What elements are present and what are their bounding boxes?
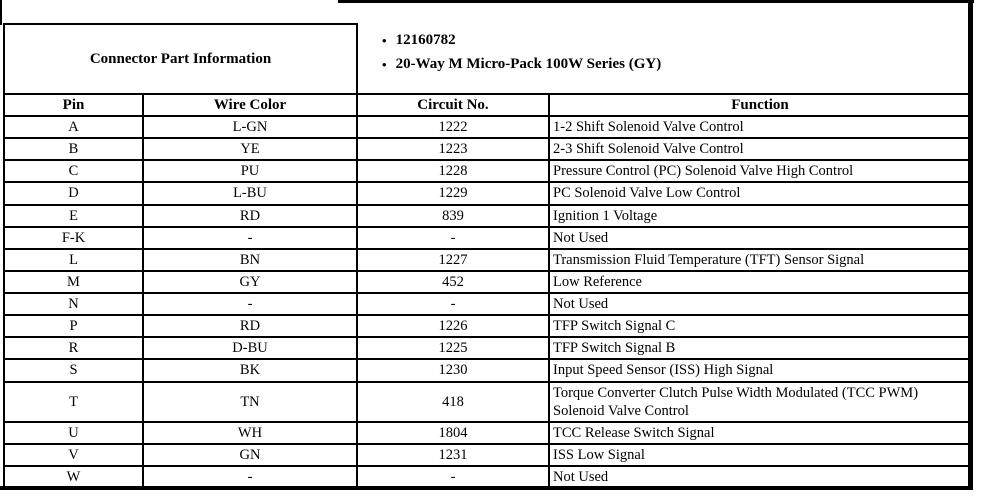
wire-color-cell: - [142, 464, 358, 490]
function-cell: ISS Low Signal [548, 442, 972, 468]
circuit-cell: 1222 [356, 114, 550, 140]
table-row: D L-BU 1229 PC Solenoid Valve Low Control [3, 181, 972, 206]
table-row: N - - Not Used [3, 291, 972, 317]
function-cell: Transmission Fluid Temperature (TFT) Sen… [548, 247, 972, 272]
table-row: M GY 452 Low Reference [3, 269, 972, 295]
pin-cell: U [3, 420, 144, 445]
bullet-item: • 12160782 [382, 32, 968, 49]
function-cell: TFP Switch Signal C [548, 314, 972, 339]
table-row: T TN 418 Torque Converter Clutch Pulse Widt… [3, 380, 972, 423]
table-row: L BN 1227 Transmission Fluid Temperature (T… [3, 247, 972, 272]
function-cell: PC Solenoid Valve Low Control [548, 181, 972, 206]
bullet-icon: • [382, 57, 387, 72]
wire-color-cell: YE [142, 137, 358, 162]
wire-color-cell: RD [142, 203, 358, 228]
circuit-cell: - [356, 291, 550, 317]
pin-cell: L [3, 247, 144, 272]
table-row: P RD 1226 TFP Switch Signal C [3, 314, 972, 339]
pin-cell: R [3, 336, 144, 361]
pin-column-header: Pin [3, 93, 144, 117]
pin-cell: M [3, 269, 144, 295]
circuit-cell: 452 [356, 269, 550, 295]
wire-color-cell: - [142, 291, 358, 317]
pin-cell: S [3, 358, 144, 383]
wire-color-cell: RD [142, 314, 358, 339]
wire-color-cell: GY [142, 269, 358, 295]
bullet-text: 12160782 [395, 32, 456, 48]
bullet-text: 20-Way M Micro-Pack 100W Series (GY) [395, 56, 662, 72]
function-cell: Not Used [548, 225, 972, 250]
table-row: R D-BU 1225 TFP Switch Signal B [3, 336, 972, 361]
pin-cell: N [3, 291, 144, 317]
circuit-cell: 1229 [356, 181, 550, 206]
connector-part-info-cell: Connector Part Information [3, 23, 358, 93]
wire-color-cell: PU [142, 159, 358, 184]
function-column-header: Function [548, 93, 972, 117]
pin-cell: W [3, 464, 144, 490]
circuit-cell: 1228 [356, 159, 550, 184]
circuit-cell: 1225 [356, 336, 550, 361]
bullet-item: • 20-Way M Micro-Pack 100W Series (GY) [382, 56, 968, 73]
table-row: S BK 1230 Input Speed Sensor (ISS) High Sig… [3, 358, 972, 383]
circuit-cell: 1231 [356, 442, 550, 468]
circuit-cell: 1223 [356, 137, 550, 162]
wire-color-cell: TN [142, 380, 358, 423]
wire-color-cell: WH [142, 420, 358, 445]
table-row: U WH 1804 TCC Release Switch Signal [3, 420, 972, 445]
pin-cell: B [3, 137, 144, 162]
circuit-cell: - [356, 464, 550, 490]
wire-color-cell: L-GN [142, 114, 358, 140]
pin-cell: C [3, 159, 144, 184]
function-cell: Torque Converter Clutch Pulse Width Modu… [548, 380, 972, 423]
cropped-left-border [0, 0, 2, 25]
circuit-no-column-header: Circuit No. [356, 93, 550, 117]
pin-cell: D [3, 181, 144, 206]
wire-color-cell: BK [142, 358, 358, 383]
circuit-cell: 1804 [356, 420, 550, 445]
wire-color-cell: L-BU [142, 181, 358, 206]
pin-cell: E [3, 203, 144, 228]
table-row: V GN 1231 ISS Low Signal [3, 442, 972, 468]
wire-color-cell: - [142, 225, 358, 250]
wire-color-column-header: Wire Color [142, 93, 358, 117]
function-cell: TCC Release Switch Signal [548, 420, 972, 445]
circuit-cell: 839 [356, 203, 550, 228]
pin-cell: F-K [3, 225, 144, 250]
circuit-cell: 1226 [356, 314, 550, 339]
function-cell: Not Used [548, 464, 972, 490]
function-cell: Pressure Control (PC) Solenoid Valve Hig… [548, 159, 972, 184]
table-row: E RD 839 Ignition 1 Voltage [3, 203, 972, 228]
cropped-top-border [338, 0, 974, 3]
function-cell: Not Used [548, 291, 972, 317]
pin-table-body: A L-GN 1222 1-2 Shift Solenoid Valve Contro… [3, 114, 972, 490]
table-row: B YE 1223 2-3 Shift Solenoid Valve Control [3, 137, 972, 162]
function-cell: 1-2 Shift Solenoid Valve Control [548, 114, 972, 140]
function-cell: 2-3 Shift Solenoid Valve Control [548, 137, 972, 162]
wire-color-cell: D-BU [142, 336, 358, 361]
header-row: Pin Wire Color Circuit No. Function [3, 93, 972, 117]
table-row: C PU 1228 Pressure Control (PC) Solenoid Va… [3, 159, 972, 184]
table-row: A L-GN 1222 1-2 Shift Solenoid Valve Contro… [3, 114, 972, 140]
pin-cell: A [3, 114, 144, 140]
pin-cell: P [3, 314, 144, 339]
circuit-cell: 1230 [356, 358, 550, 383]
circuit-cell: 418 [356, 380, 550, 423]
pin-cell: T [3, 380, 144, 423]
function-cell: Low Reference [548, 269, 972, 295]
function-cell: TFP Switch Signal B [548, 336, 972, 361]
circuit-cell: - [356, 225, 550, 250]
pin-table: Pin Wire Color Circuit No. Function A L-G… [3, 93, 972, 490]
table-row: F-K - - Not Used [3, 225, 972, 250]
circuit-cell: 1227 [356, 247, 550, 272]
connector-part-info-title: Connector Part Information [89, 50, 272, 67]
wire-color-cell: GN [142, 442, 358, 468]
function-cell: Ignition 1 Voltage [548, 203, 972, 228]
bullet-icon: • [382, 33, 387, 48]
wire-color-cell: BN [142, 247, 358, 272]
table-row: W - - Not Used [3, 464, 972, 490]
function-cell: Input Speed Sensor (ISS) High Signal [548, 358, 972, 383]
connector-bullet-list: • 12160782 • 20-Way M Micro-Pack 100W Serie… [358, 0, 968, 93]
pin-cell: V [3, 442, 144, 468]
